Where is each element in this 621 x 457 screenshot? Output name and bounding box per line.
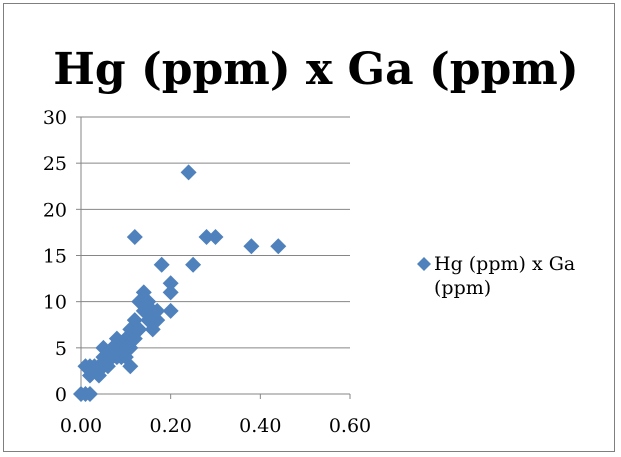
y-tick-label: 0 [55,384,67,406]
data-point [207,229,224,246]
data-point [185,256,202,273]
x-tick-label: 0.40 [239,415,281,437]
data-point [126,229,143,246]
data-point [122,358,139,375]
x-tick-label: 0.60 [329,415,371,437]
data-point [153,256,170,273]
legend-label-line-1: Hg (ppm) x Ga [434,253,575,275]
chart-area: Hg (ppm) x Ga (ppm) 0 5 10 15 20 25 30 0.00 0.2… [3,3,615,452]
y-tick-label: 10 [43,292,67,314]
data-point [243,238,260,255]
data-point [162,284,179,301]
y-tick-label: 30 [43,107,67,129]
data-points [73,164,287,402]
y-axis-ticks: 0 5 10 15 20 25 30 [43,107,67,406]
legend-label: Hg (ppm) x Ga (ppm) [434,253,581,299]
y-tick-label: 25 [43,153,67,175]
legend-label-line-2: (ppm) [434,277,491,299]
data-point [162,302,179,319]
data-point [149,302,166,319]
legend: Hg (ppm) x Ga (ppm) [417,253,581,299]
data-point [131,321,148,338]
y-tick-label: 5 [55,338,67,360]
data-point [162,275,179,292]
data-point [198,229,215,246]
data-point [180,164,197,181]
chart-title: Hg (ppm) x Ga (ppm) [53,44,578,95]
data-point [81,386,98,402]
scatter-chart: Hg (ppm) x Ga (ppm) 0 5 10 15 20 25 30 0.00 0.2… [43,44,581,437]
gridlines [81,116,350,349]
data-point [149,312,166,329]
x-tick-label: 0.20 [150,415,192,437]
data-point [270,238,287,255]
x-tick-label: 0.00 [60,415,102,437]
x-axis-ticks: 0.00 0.20 0.40 0.60 [60,415,371,437]
y-tick-label: 15 [43,246,67,268]
legend-marker-icon [417,257,431,271]
y-tick-label: 20 [43,199,67,221]
